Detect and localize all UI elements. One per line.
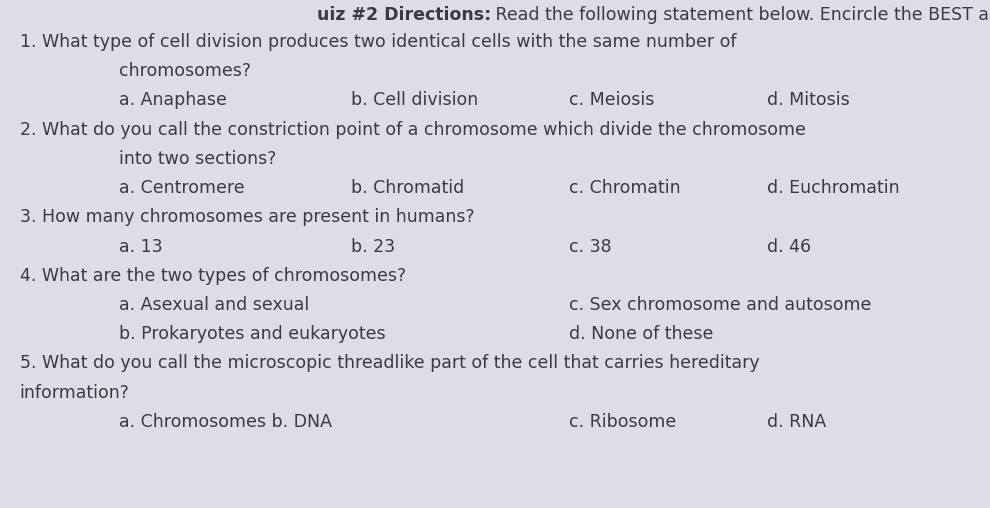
Text: d. 46: d. 46	[767, 238, 812, 256]
Text: a. Chromosomes b. DNA: a. Chromosomes b. DNA	[119, 413, 332, 431]
Text: d. Euchromatin: d. Euchromatin	[767, 179, 900, 197]
Text: 1. What type of cell division produces two identical cells with the same number : 1. What type of cell division produces t…	[20, 33, 737, 51]
Text: information?: information?	[20, 384, 130, 401]
Text: c. Ribosome: c. Ribosome	[569, 413, 676, 431]
Text: d. Mitosis: d. Mitosis	[767, 91, 850, 109]
Text: b. Chromatid: b. Chromatid	[351, 179, 464, 197]
Text: c. Meiosis: c. Meiosis	[569, 91, 654, 109]
Text: b. Cell division: b. Cell division	[351, 91, 479, 109]
Text: uiz #2 Directions:: uiz #2 Directions:	[317, 6, 491, 24]
Text: b. 23: b. 23	[351, 238, 396, 256]
Text: Read the following statement below. Encircle the BEST answer.: Read the following statement below. Enci…	[490, 6, 990, 24]
Text: a. 13: a. 13	[119, 238, 162, 256]
Text: c. 38: c. 38	[569, 238, 612, 256]
Text: chromosomes?: chromosomes?	[119, 62, 250, 80]
Text: d. None of these: d. None of these	[569, 325, 714, 343]
Text: c. Chromatin: c. Chromatin	[569, 179, 681, 197]
Text: 4. What are the two types of chromosomes?: 4. What are the two types of chromosomes…	[20, 267, 406, 284]
Text: a. Centromere: a. Centromere	[119, 179, 245, 197]
Text: 5. What do you call the microscopic threadlike part of the cell that carries her: 5. What do you call the microscopic thre…	[20, 354, 759, 372]
Text: b. Prokaryotes and eukaryotes: b. Prokaryotes and eukaryotes	[119, 325, 385, 343]
Text: a. Anaphase: a. Anaphase	[119, 91, 227, 109]
Text: into two sections?: into two sections?	[119, 150, 276, 168]
Text: a. Asexual and sexual: a. Asexual and sexual	[119, 296, 309, 314]
Text: d. RNA: d. RNA	[767, 413, 827, 431]
Text: 3. How many chromosomes are present in humans?: 3. How many chromosomes are present in h…	[20, 208, 474, 226]
Text: c. Sex chromosome and autosome: c. Sex chromosome and autosome	[569, 296, 871, 314]
Text: 2. What do you call the constriction point of a chromosome which divide the chro: 2. What do you call the constriction poi…	[20, 121, 806, 139]
